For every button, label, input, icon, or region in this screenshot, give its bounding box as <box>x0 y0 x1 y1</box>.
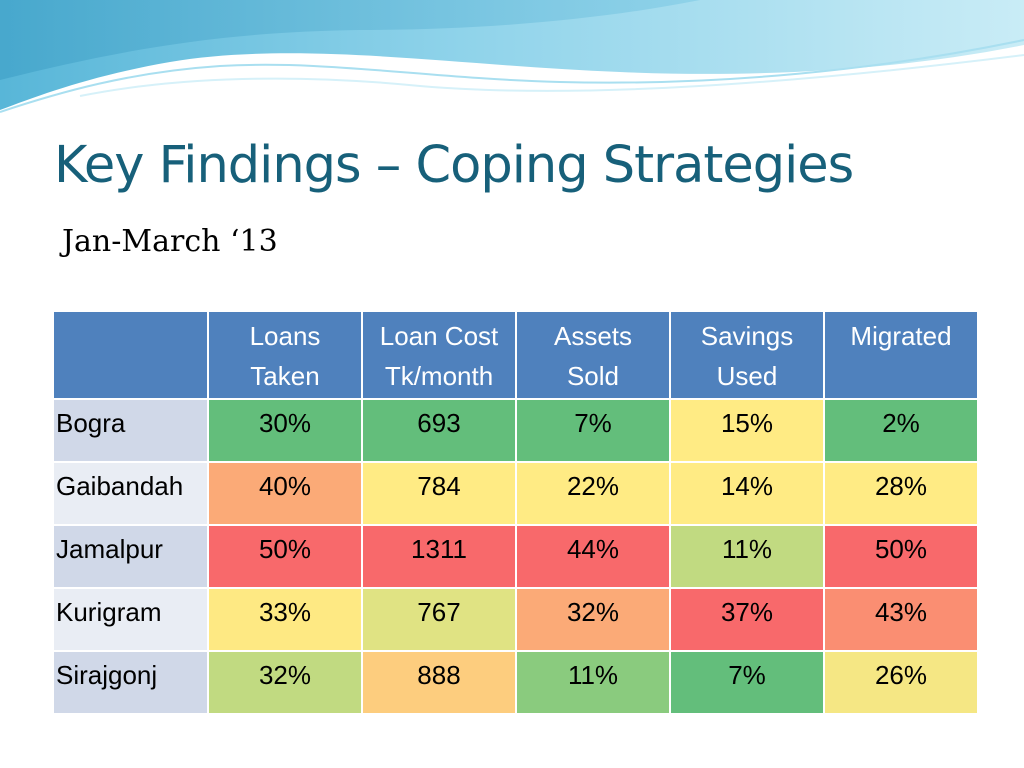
table-cell: 14% <box>669 461 825 526</box>
column-header-loan-cost-tk-month: Loan Cost Tk/month <box>361 310 517 400</box>
header-corner-cell <box>52 310 209 400</box>
table-cell: 784 <box>361 461 517 526</box>
table-cell: 22% <box>515 461 671 526</box>
table-cell: 30% <box>207 398 363 463</box>
row-label-sirajgonj: Sirajgonj <box>52 650 209 715</box>
table-cell: 50% <box>207 524 363 589</box>
slide-title: Key Findings – Coping Strategies <box>54 136 854 195</box>
table-cell: 44% <box>515 524 671 589</box>
slide-subtitle: Jan-March ‘13 <box>62 224 278 259</box>
table-row: Sirajgonj 32% 888 11% 7% 26% <box>52 650 979 715</box>
table-row: Gaibandah 40% 784 22% 14% 28% <box>52 461 979 526</box>
table-row: Bogra 30% 693 7% 15% 2% <box>52 398 979 463</box>
table-cell: 37% <box>669 587 825 652</box>
table-header-row: Loans Taken Loan Cost Tk/month Assets Sold… <box>52 310 979 400</box>
coping-strategies-table: Loans Taken Loan Cost Tk/month Assets Sold… <box>52 310 979 715</box>
row-label-jamalpur: Jamalpur <box>52 524 209 589</box>
table-body: Bogra 30% 693 7% 15% 2% Gaibandah 40% 784 22% 14% 2… <box>52 398 979 715</box>
table-cell: 693 <box>361 398 517 463</box>
table-cell: 11% <box>515 650 671 715</box>
row-label-gaibandah: Gaibandah <box>52 461 209 526</box>
table-cell: 11% <box>669 524 825 589</box>
table-cell: 7% <box>515 398 671 463</box>
column-header-assets-sold: Assets Sold <box>515 310 671 400</box>
table-cell: 26% <box>823 650 979 715</box>
table-cell: 50% <box>823 524 979 589</box>
column-header-migrated: Migrated <box>823 310 979 400</box>
table-cell: 32% <box>207 650 363 715</box>
column-header-loans-taken: Loans Taken <box>207 310 363 400</box>
table-cell: 40% <box>207 461 363 526</box>
header-wave-decoration <box>0 0 1024 113</box>
table-cell: 33% <box>207 587 363 652</box>
table-row: Jamalpur 50% 1311 44% 11% 50% <box>52 524 979 589</box>
row-label-bogra: Bogra <box>52 398 209 463</box>
row-label-kurigram: Kurigram <box>52 587 209 652</box>
table-cell: 43% <box>823 587 979 652</box>
table-cell: 7% <box>669 650 825 715</box>
table-cell: 15% <box>669 398 825 463</box>
table-cell: 28% <box>823 461 979 526</box>
column-header-savings-used: Savings Used <box>669 310 825 400</box>
table-cell: 1311 <box>361 524 517 589</box>
table-cell: 2% <box>823 398 979 463</box>
table-cell: 767 <box>361 587 517 652</box>
table-cell: 32% <box>515 587 671 652</box>
table-cell: 888 <box>361 650 517 715</box>
table-row: Kurigram 33% 767 32% 37% 43% <box>52 587 979 652</box>
